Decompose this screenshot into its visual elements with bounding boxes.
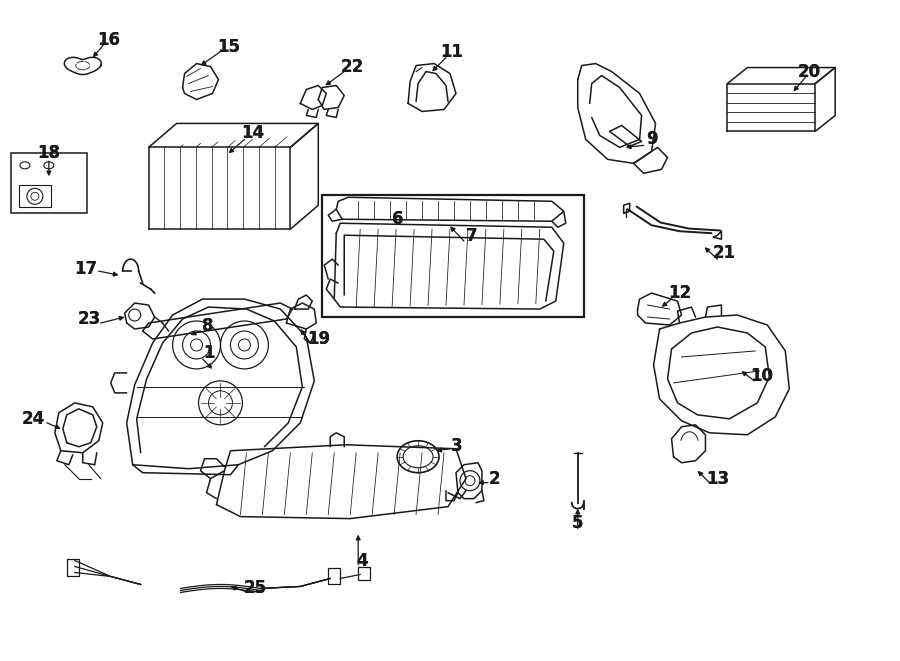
Text: 21: 21	[713, 244, 736, 262]
Text: 1: 1	[202, 344, 214, 362]
Bar	[358, 566, 370, 580]
Text: 21: 21	[713, 244, 736, 262]
Bar	[328, 568, 340, 584]
Text: 8: 8	[202, 317, 213, 335]
Text: 13: 13	[706, 470, 729, 488]
Text: 5: 5	[572, 514, 583, 531]
Text: 15: 15	[217, 38, 240, 56]
Text: 16: 16	[97, 30, 121, 49]
Text: 13: 13	[706, 470, 729, 488]
Text: 17: 17	[74, 260, 97, 278]
Text: 24: 24	[22, 410, 44, 428]
Text: 25: 25	[244, 580, 267, 598]
Text: 11: 11	[440, 42, 464, 61]
Text: 8: 8	[202, 317, 213, 335]
Text: 11: 11	[440, 42, 464, 61]
Text: 19: 19	[307, 330, 329, 348]
Bar	[322, 195, 584, 317]
Text: 4: 4	[356, 551, 368, 570]
Text: 12: 12	[668, 284, 691, 302]
Text: 22: 22	[340, 58, 364, 75]
Text: 20: 20	[797, 63, 821, 81]
Text: 1: 1	[202, 344, 214, 362]
Text: 24: 24	[22, 410, 44, 428]
Text: 15: 15	[217, 38, 240, 56]
Text: 6: 6	[392, 210, 404, 228]
Text: 9: 9	[646, 130, 657, 149]
Text: 17: 17	[74, 260, 97, 278]
Text: 22: 22	[340, 58, 364, 75]
Text: 10: 10	[750, 367, 773, 385]
Text: 7: 7	[466, 227, 478, 245]
Text: 19: 19	[307, 330, 329, 348]
Text: 16: 16	[97, 30, 121, 49]
Text: 4: 4	[356, 551, 368, 570]
Text: 6: 6	[392, 210, 404, 228]
Text: 18: 18	[37, 144, 60, 163]
Bar	[11, 153, 86, 214]
Text: 2: 2	[489, 470, 500, 488]
Text: 18: 18	[37, 144, 60, 163]
Bar	[19, 185, 50, 208]
Text: 23: 23	[77, 310, 101, 328]
Text: 10: 10	[750, 367, 773, 385]
Text: 12: 12	[668, 284, 691, 302]
Text: 20: 20	[797, 63, 821, 81]
Text: 14: 14	[241, 124, 264, 142]
Text: 14: 14	[241, 124, 264, 142]
Text: 2: 2	[489, 470, 500, 488]
Text: 3: 3	[451, 437, 463, 455]
Bar	[67, 559, 79, 576]
Text: 3: 3	[451, 437, 463, 455]
Text: 25: 25	[244, 580, 267, 598]
Text: 23: 23	[77, 310, 101, 328]
Text: 5: 5	[572, 514, 583, 531]
Text: 7: 7	[466, 227, 478, 245]
Text: 9: 9	[646, 130, 657, 149]
